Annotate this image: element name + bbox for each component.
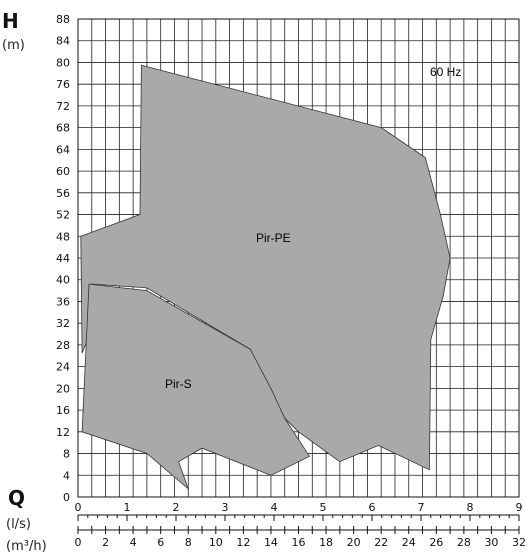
y-tick-label: 52 [56,209,70,222]
y-tick-label: 84 [56,35,70,48]
plot-border [77,18,520,498]
y-axis-unit: (m) [2,38,25,53]
y-tick-label: 72 [56,100,70,113]
y-tick-label: 24 [56,361,70,374]
x-tick-label-m3h: 16 [292,536,306,549]
x-tick-label-m3h: 10 [209,536,223,549]
y-tick-label: 76 [56,78,70,91]
y-tick-label: 80 [56,56,70,69]
x-tick-label-ls: 7 [418,501,425,514]
plot-frame [77,18,520,498]
x-axis-label: Q [8,486,25,510]
y-tick-label: 48 [56,230,70,243]
x-tick-label-m3h: 14 [264,536,278,549]
x-tick-label-ls: 6 [369,501,376,514]
x-tick-label-m3h: 30 [484,536,498,549]
x-axis-unit-m3h: (m³/h) [6,539,47,554]
x-tick-label-ls: 0 [75,501,82,514]
x-tick-label-ls: 5 [320,501,327,514]
x-tick-label-m3h: 12 [236,536,250,549]
y-tick-labels: 0481216202428323640444852566064687276808… [56,13,70,504]
y-tick-label: 20 [56,382,70,395]
x-axis-unit-ls: (l/s) [6,517,31,532]
y-axis-label: H [2,9,19,33]
x-tick-label-ls: 2 [173,501,180,514]
y-tick-label: 60 [56,165,70,178]
y-tick-label: 16 [56,404,70,417]
y-tick-label: 40 [56,274,70,287]
x-tick-label-m3h: 18 [319,536,333,549]
x-tick-label-m3h: 22 [374,536,388,549]
y-tick-label: 0 [63,491,70,504]
x-tick-label-ls: 8 [467,501,474,514]
x-tick-label-ls: 3 [222,501,229,514]
y-tick-label: 64 [56,143,70,156]
y-tick-label: 8 [63,448,70,461]
x-tick-label-m3h: 8 [185,536,192,549]
y-tick-label: 44 [56,252,70,265]
frequency-annotation: 60 Hz [430,65,461,79]
x-tick-label-ls: 4 [271,501,278,514]
performance-regions [80,64,451,491]
region-label-pir-pe: Pir-PE [256,231,291,245]
y-tick-label: 28 [56,339,70,352]
x-tick-label-m3h: 2 [102,536,109,549]
y-tick-label: 32 [56,317,70,330]
x-tick-label-m3h: 26 [429,536,443,549]
x-tick-label-ls: 9 [516,501,523,514]
x-tick-label-m3h: 0 [75,536,82,549]
x-tick-label-m3h: 32 [512,536,526,549]
x-tick-labels: 0 1 2 3 4 5 6 7 8 90 2 4 6 8 10 12 14 16 18 20 22 24 26 28 30 32 [75,501,527,549]
y-tick-label: 36 [56,295,70,308]
y-tick-label: 12 [56,426,70,439]
region-pir-pe [80,64,451,471]
y-tick-label: 4 [63,469,70,482]
x-tick-label-m3h: 6 [157,536,164,549]
x-tick-label-m3h: 24 [402,536,416,549]
x-tick-label-ls: 1 [124,501,131,514]
region-pir-s [81,283,311,491]
x-tick-label-m3h: 20 [347,536,361,549]
x-tick-label-m3h: 28 [457,536,471,549]
y-tick-label: 88 [56,13,70,26]
region-label-pir-s: Pir-S [165,377,192,391]
x-tick-label-m3h: 4 [130,536,137,549]
y-tick-label: 56 [56,187,70,200]
y-tick-label: 68 [56,122,70,135]
